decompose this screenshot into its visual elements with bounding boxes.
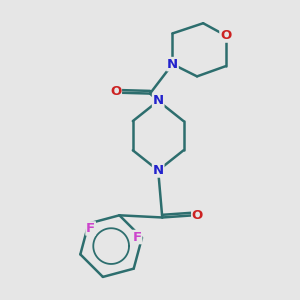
Text: F: F xyxy=(133,230,142,244)
Text: F: F xyxy=(86,222,95,235)
Text: N: N xyxy=(167,58,178,70)
Text: O: O xyxy=(110,85,121,98)
Text: N: N xyxy=(153,94,164,107)
Text: O: O xyxy=(220,29,231,42)
Text: O: O xyxy=(192,209,203,222)
Text: N: N xyxy=(153,164,164,177)
